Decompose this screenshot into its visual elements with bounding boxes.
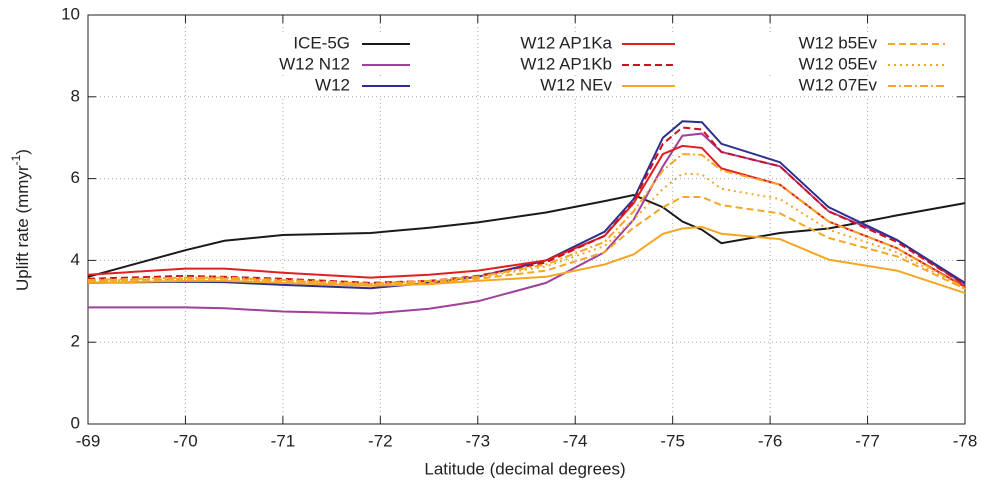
- y-tick-label: 0: [71, 413, 80, 432]
- y-tick-label: 6: [71, 168, 80, 187]
- y-axis-label-sup: -1: [9, 154, 23, 165]
- y-axis-label-text: Uplift rate (mmyr: [13, 165, 32, 291]
- x-tick-label: -70: [173, 431, 198, 450]
- legend-label: W12 07Ev: [799, 75, 878, 94]
- x-tick-label: -71: [271, 431, 296, 450]
- legend-label: ICE-5G: [293, 33, 350, 52]
- legend-label: W12 05Ev: [799, 54, 878, 73]
- plot-frame: [87, 14, 966, 425]
- legend-bg: [502, 76, 680, 96]
- legend-bg: [767, 34, 950, 54]
- x-axis-label: Latitude (decimal degrees): [424, 459, 625, 478]
- series-line: [87, 120, 966, 290]
- x-tick-label: -73: [465, 431, 490, 450]
- x-tick-label: -69: [76, 431, 101, 450]
- y-axis-label-close: ): [13, 149, 32, 155]
- x-tick-label: -78: [953, 431, 978, 450]
- series-line: [87, 172, 966, 290]
- x-tick-label: -72: [368, 431, 393, 450]
- legend-bg: [767, 55, 950, 75]
- x-tick-label: -76: [758, 431, 783, 450]
- y-tick-label: 4: [71, 250, 80, 269]
- legend-bg: [240, 55, 415, 75]
- y-tick-label: 2: [71, 332, 80, 351]
- legend-bg: [240, 34, 415, 54]
- legend-bg: [502, 55, 680, 75]
- legend-bg: [240, 76, 415, 96]
- legend-label: W12 b5Ev: [799, 33, 878, 52]
- legend-label: W12 N12: [279, 54, 350, 73]
- y-tick-label: 8: [71, 86, 80, 105]
- series-line: [88, 132, 966, 315]
- x-tick-label: -74: [563, 431, 588, 450]
- x-tick-label: -77: [855, 431, 880, 450]
- legend-label: W12 AP1Kb: [520, 54, 612, 73]
- y-axis-label: Uplift rate (mmyr-1): [9, 149, 32, 291]
- legend-label: W12 NEv: [540, 75, 612, 94]
- legend-bg: [767, 76, 950, 96]
- series-line: [87, 196, 966, 290]
- series-line: [87, 193, 966, 278]
- series-line: [87, 225, 966, 295]
- legend-bg: [502, 34, 680, 54]
- legend-label: W12 AP1Ka: [520, 33, 612, 52]
- series-line: [87, 153, 966, 290]
- legend-label: W12: [315, 75, 350, 94]
- x-tick-label: -75: [660, 431, 685, 450]
- y-tick-label: 10: [61, 4, 80, 23]
